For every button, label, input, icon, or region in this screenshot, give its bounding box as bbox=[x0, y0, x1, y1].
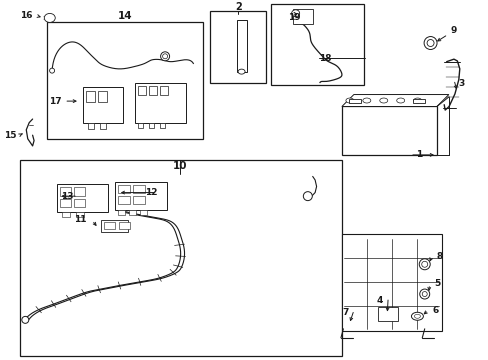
Bar bbox=[101, 220, 127, 232]
Bar bbox=[98, 91, 106, 102]
Ellipse shape bbox=[414, 314, 420, 318]
Text: 13: 13 bbox=[61, 192, 73, 201]
Bar bbox=[60, 186, 71, 195]
Bar bbox=[62, 212, 70, 217]
Bar bbox=[74, 186, 85, 195]
Bar bbox=[160, 86, 167, 95]
Bar bbox=[148, 86, 157, 95]
Bar bbox=[87, 123, 94, 129]
Text: 5: 5 bbox=[433, 279, 439, 288]
Bar bbox=[103, 222, 115, 229]
Ellipse shape bbox=[423, 37, 436, 49]
Bar bbox=[76, 212, 83, 217]
Bar bbox=[47, 22, 203, 139]
Bar bbox=[82, 87, 122, 123]
Ellipse shape bbox=[163, 54, 167, 59]
Ellipse shape bbox=[421, 261, 427, 267]
Bar bbox=[138, 86, 145, 95]
Bar bbox=[133, 185, 145, 193]
Bar bbox=[135, 83, 185, 123]
Ellipse shape bbox=[291, 10, 299, 17]
Bar bbox=[100, 123, 105, 129]
Bar bbox=[412, 99, 424, 103]
Bar bbox=[57, 184, 108, 212]
Bar bbox=[236, 20, 246, 72]
Ellipse shape bbox=[238, 69, 244, 74]
Text: 6: 6 bbox=[432, 306, 438, 315]
Text: 2: 2 bbox=[234, 2, 241, 12]
Text: 14: 14 bbox=[118, 11, 132, 21]
Ellipse shape bbox=[303, 192, 312, 201]
Text: 17: 17 bbox=[49, 96, 61, 105]
Text: 8: 8 bbox=[435, 252, 442, 261]
Ellipse shape bbox=[396, 98, 404, 103]
Ellipse shape bbox=[44, 13, 55, 22]
Bar bbox=[115, 182, 166, 211]
Bar bbox=[293, 9, 312, 24]
Text: 7: 7 bbox=[342, 308, 348, 317]
Bar bbox=[348, 99, 360, 103]
Bar bbox=[140, 211, 147, 216]
Polygon shape bbox=[341, 95, 448, 107]
Bar bbox=[341, 234, 441, 330]
Bar bbox=[138, 123, 142, 127]
Bar bbox=[118, 185, 130, 193]
Bar bbox=[160, 123, 164, 127]
Ellipse shape bbox=[379, 98, 387, 103]
Ellipse shape bbox=[410, 312, 423, 320]
Bar bbox=[129, 211, 136, 216]
Bar bbox=[119, 222, 129, 229]
Bar bbox=[133, 196, 145, 204]
Text: 3: 3 bbox=[457, 79, 464, 88]
Ellipse shape bbox=[160, 52, 169, 61]
Ellipse shape bbox=[418, 259, 429, 270]
Text: 1: 1 bbox=[415, 150, 421, 159]
Ellipse shape bbox=[419, 289, 429, 299]
Text: 15: 15 bbox=[4, 131, 17, 140]
Bar bbox=[148, 123, 154, 127]
Text: 11: 11 bbox=[74, 215, 86, 224]
Text: 12: 12 bbox=[144, 188, 157, 197]
Bar bbox=[85, 91, 95, 102]
Bar bbox=[271, 4, 363, 85]
Text: 16: 16 bbox=[20, 10, 33, 19]
Text: 19: 19 bbox=[288, 13, 301, 22]
Ellipse shape bbox=[421, 292, 427, 297]
Text: 9: 9 bbox=[450, 26, 456, 35]
Text: 10: 10 bbox=[173, 161, 187, 171]
Ellipse shape bbox=[22, 316, 29, 323]
Bar bbox=[20, 160, 341, 356]
Bar bbox=[60, 198, 71, 207]
Bar bbox=[378, 307, 398, 321]
Text: 18: 18 bbox=[318, 54, 330, 63]
Ellipse shape bbox=[362, 98, 370, 103]
Bar bbox=[118, 211, 125, 216]
Bar bbox=[210, 11, 266, 83]
Ellipse shape bbox=[413, 98, 421, 103]
Bar bbox=[341, 107, 436, 155]
Ellipse shape bbox=[426, 40, 433, 46]
Ellipse shape bbox=[345, 98, 353, 103]
Bar bbox=[118, 196, 130, 204]
Bar bbox=[74, 198, 85, 207]
Ellipse shape bbox=[49, 68, 55, 73]
Text: 4: 4 bbox=[376, 296, 383, 305]
